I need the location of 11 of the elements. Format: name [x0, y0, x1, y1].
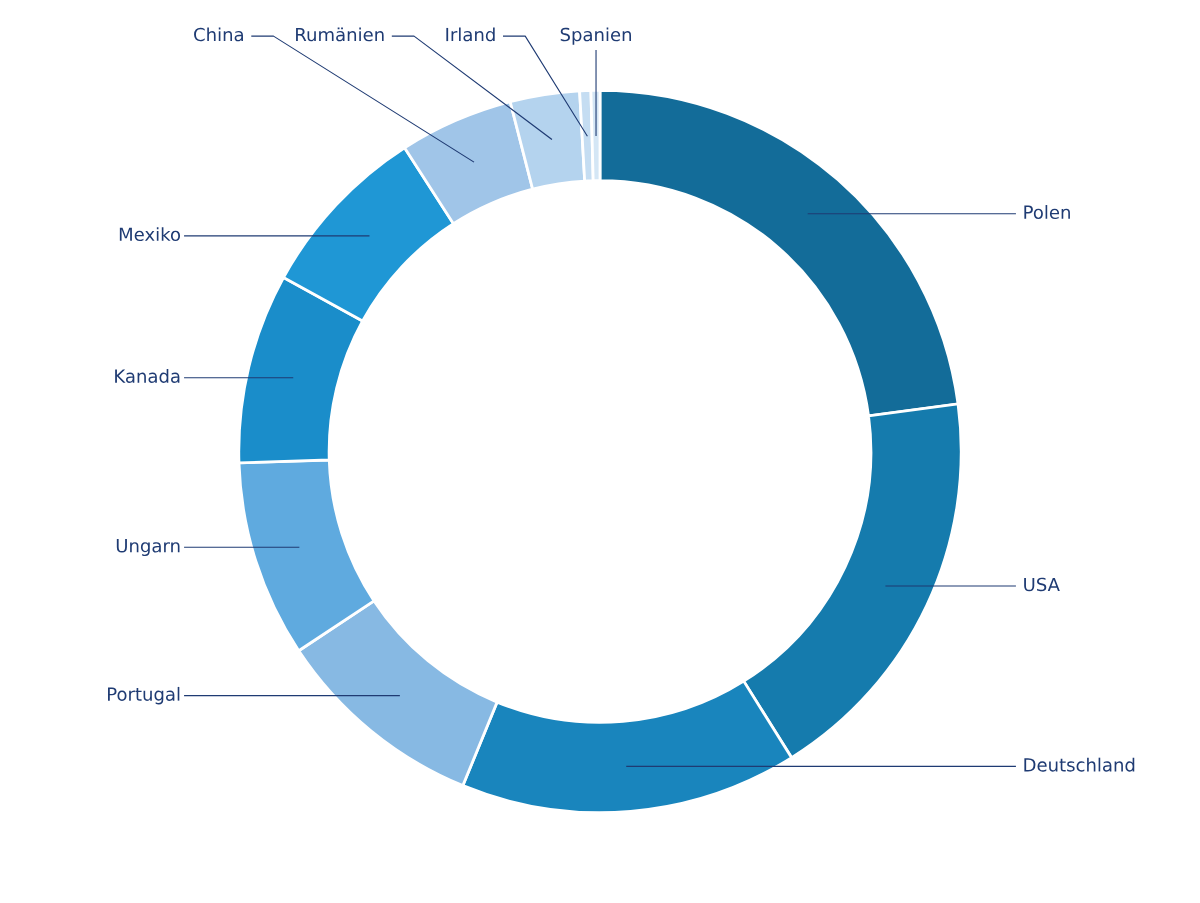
slice-label: Kanada	[115, 368, 180, 383]
slice-label: China	[194, 27, 243, 42]
slice-label: Ungarn	[116, 539, 180, 557]
slice-label: Portugal	[108, 686, 180, 705]
slice-label: USA	[1024, 577, 1060, 592]
slice-label: Spanien	[560, 27, 631, 45]
slice-label: Irland	[446, 27, 495, 42]
slice-label: Mexiko	[119, 227, 181, 242]
slice-label: Polen	[1024, 205, 1070, 220]
slice-label: Rumänien	[296, 27, 384, 42]
slice-label: Deutschland	[1024, 757, 1135, 772]
